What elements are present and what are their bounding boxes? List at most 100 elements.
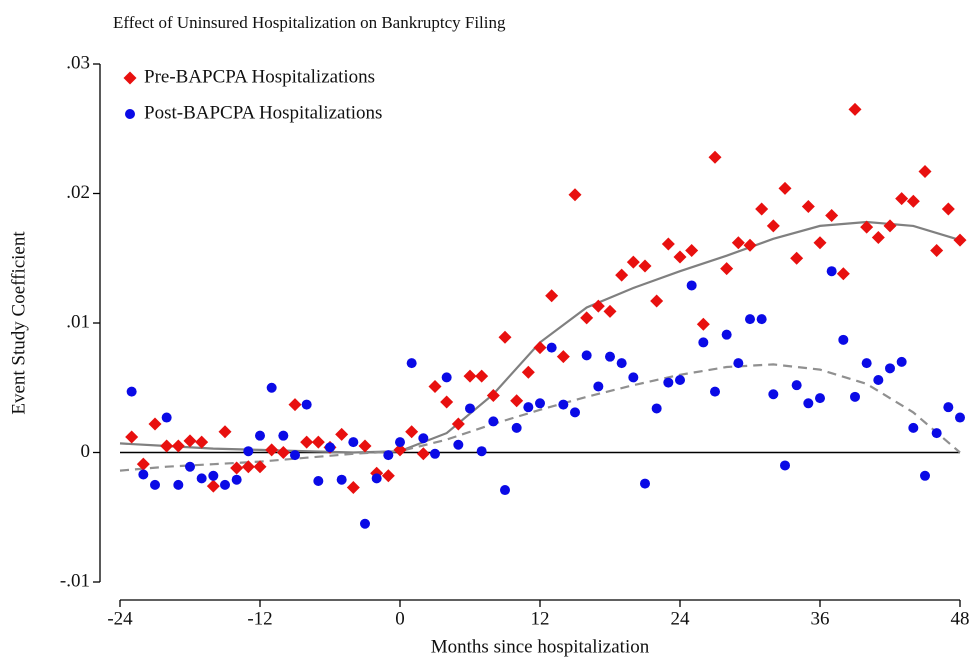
point: [605, 351, 615, 362]
point: [335, 427, 349, 441]
point: [300, 435, 314, 449]
point: [195, 435, 209, 449]
point: [208, 470, 219, 481]
point: [430, 448, 440, 459]
point: [393, 443, 407, 457]
point: [558, 399, 569, 410]
point: [453, 439, 464, 450]
point: [476, 446, 487, 457]
x-tick-label: 36: [811, 608, 830, 629]
point: [941, 202, 955, 216]
point: [360, 518, 370, 529]
point: [311, 435, 325, 449]
point: [581, 350, 592, 361]
point: [276, 446, 290, 459]
point: [278, 430, 289, 441]
point: [371, 473, 382, 484]
point: [183, 434, 197, 448]
point: [791, 380, 802, 391]
point: [651, 403, 662, 414]
y-axis-label: Event Study Coefficient: [8, 231, 29, 415]
point: [801, 199, 815, 213]
legend-label: Post-BAPCPA Hospitalizations: [144, 102, 382, 123]
point: [301, 399, 312, 410]
point: [920, 470, 930, 481]
point: [568, 188, 582, 202]
x-tick-label: 0: [395, 608, 405, 629]
x-tick-label: 48: [951, 608, 970, 629]
point: [206, 479, 220, 493]
point: [698, 337, 709, 348]
point: [895, 192, 909, 206]
point: [196, 473, 207, 484]
point: [650, 294, 664, 308]
point: [220, 479, 230, 490]
point: [780, 460, 790, 471]
point: [756, 314, 767, 325]
y-tick-label: -.01: [60, 570, 90, 591]
point: [171, 439, 185, 453]
point: [673, 250, 687, 264]
point: [255, 430, 265, 441]
point: [873, 374, 884, 385]
point: [451, 417, 465, 431]
point: [850, 391, 860, 402]
point: [230, 461, 244, 475]
point: [218, 425, 232, 439]
point: [768, 389, 779, 400]
point: [626, 255, 640, 269]
point: [463, 369, 477, 383]
point: [500, 485, 510, 496]
point: [685, 243, 699, 257]
point: [265, 443, 279, 457]
point: [488, 416, 499, 427]
point: [243, 446, 254, 457]
point: [883, 219, 897, 233]
point: [545, 289, 559, 303]
point: [896, 356, 907, 367]
point: [943, 402, 954, 413]
point: [745, 314, 755, 325]
chart-title: Effect of Uninsured Hospitalization on B…: [113, 13, 506, 32]
point: [640, 478, 650, 489]
point: [710, 386, 720, 397]
point: [885, 363, 895, 374]
point: [838, 334, 849, 345]
y-tick-label: .03: [66, 52, 90, 73]
point: [848, 102, 862, 116]
point: [871, 231, 885, 245]
point: [428, 379, 442, 393]
point: [521, 365, 535, 379]
point: [556, 350, 570, 364]
legend-marker: [125, 109, 135, 119]
point: [231, 474, 242, 485]
point: [861, 358, 872, 369]
point: [906, 194, 920, 208]
x-tick-label: 24: [671, 608, 691, 629]
point: [498, 330, 512, 344]
point: [860, 220, 874, 234]
point: [570, 407, 580, 418]
point: [288, 398, 302, 412]
point: [148, 417, 162, 431]
point: [953, 233, 967, 247]
point: [615, 268, 629, 282]
point: [535, 398, 545, 409]
point: [930, 243, 944, 257]
point: [325, 442, 335, 453]
x-tick-label: -12: [247, 608, 272, 629]
point: [546, 342, 557, 353]
point: [395, 437, 405, 448]
point: [138, 469, 149, 480]
point: [663, 377, 674, 388]
point: [441, 372, 452, 383]
point: [778, 181, 792, 195]
y-tick-label: .01: [66, 311, 90, 332]
point: [336, 474, 347, 485]
x-tick-label: -24: [107, 608, 133, 629]
point: [755, 202, 769, 216]
point: [511, 422, 522, 433]
point: [126, 386, 137, 397]
point: [416, 447, 430, 461]
